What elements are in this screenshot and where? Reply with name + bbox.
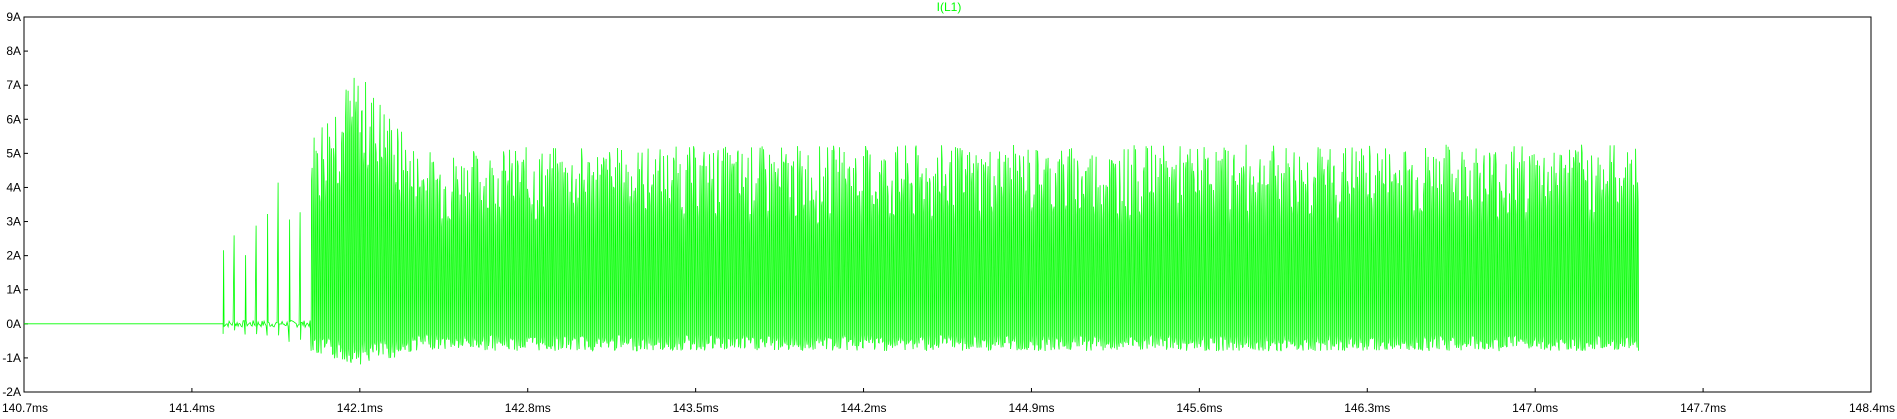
y-tick-label: 0A xyxy=(6,317,21,331)
x-tick-label: 147.7ms xyxy=(1680,401,1726,415)
x-tick-label: 140.7ms xyxy=(2,401,48,415)
y-tick-label: -2A xyxy=(2,385,21,399)
x-tick-label: 141.4ms xyxy=(169,401,215,415)
y-tick-label: -1A xyxy=(2,351,21,365)
y-tick-label: 5A xyxy=(6,146,21,160)
x-tick-label: 145.6ms xyxy=(1176,401,1222,415)
y-tick-label: 3A xyxy=(6,215,21,229)
x-tick-label: 143.5ms xyxy=(673,401,719,415)
axis-labels: 9A 8A 7A 6A 5A 4A 3A 2A 1A 0A -1A -2A 140.7ms 141.4ms… xyxy=(2,10,1895,415)
y-tick-label: 8A xyxy=(6,44,21,58)
y-tick-label: 1A xyxy=(6,283,21,297)
y-tick-label: 2A xyxy=(6,249,21,263)
y-tick-label: 9A xyxy=(6,10,21,24)
x-tick-label: 147.0ms xyxy=(1512,401,1558,415)
y-tick-label: 7A xyxy=(6,78,21,92)
x-tick-label: 142.8ms xyxy=(505,401,551,415)
series-line-I-L1 xyxy=(24,77,1639,365)
x-tick-label: 142.1ms xyxy=(337,401,383,415)
x-tick-label: 146.3ms xyxy=(1344,401,1390,415)
x-tick-label: 144.2ms xyxy=(841,401,887,415)
x-tick-label: 148.4ms xyxy=(1849,401,1895,415)
y-tick-label: 4A xyxy=(6,180,21,194)
x-tick-label: 144.9ms xyxy=(1008,401,1054,415)
y-tick-label: 6A xyxy=(6,112,21,126)
chart-title: I(L1) xyxy=(937,0,962,14)
